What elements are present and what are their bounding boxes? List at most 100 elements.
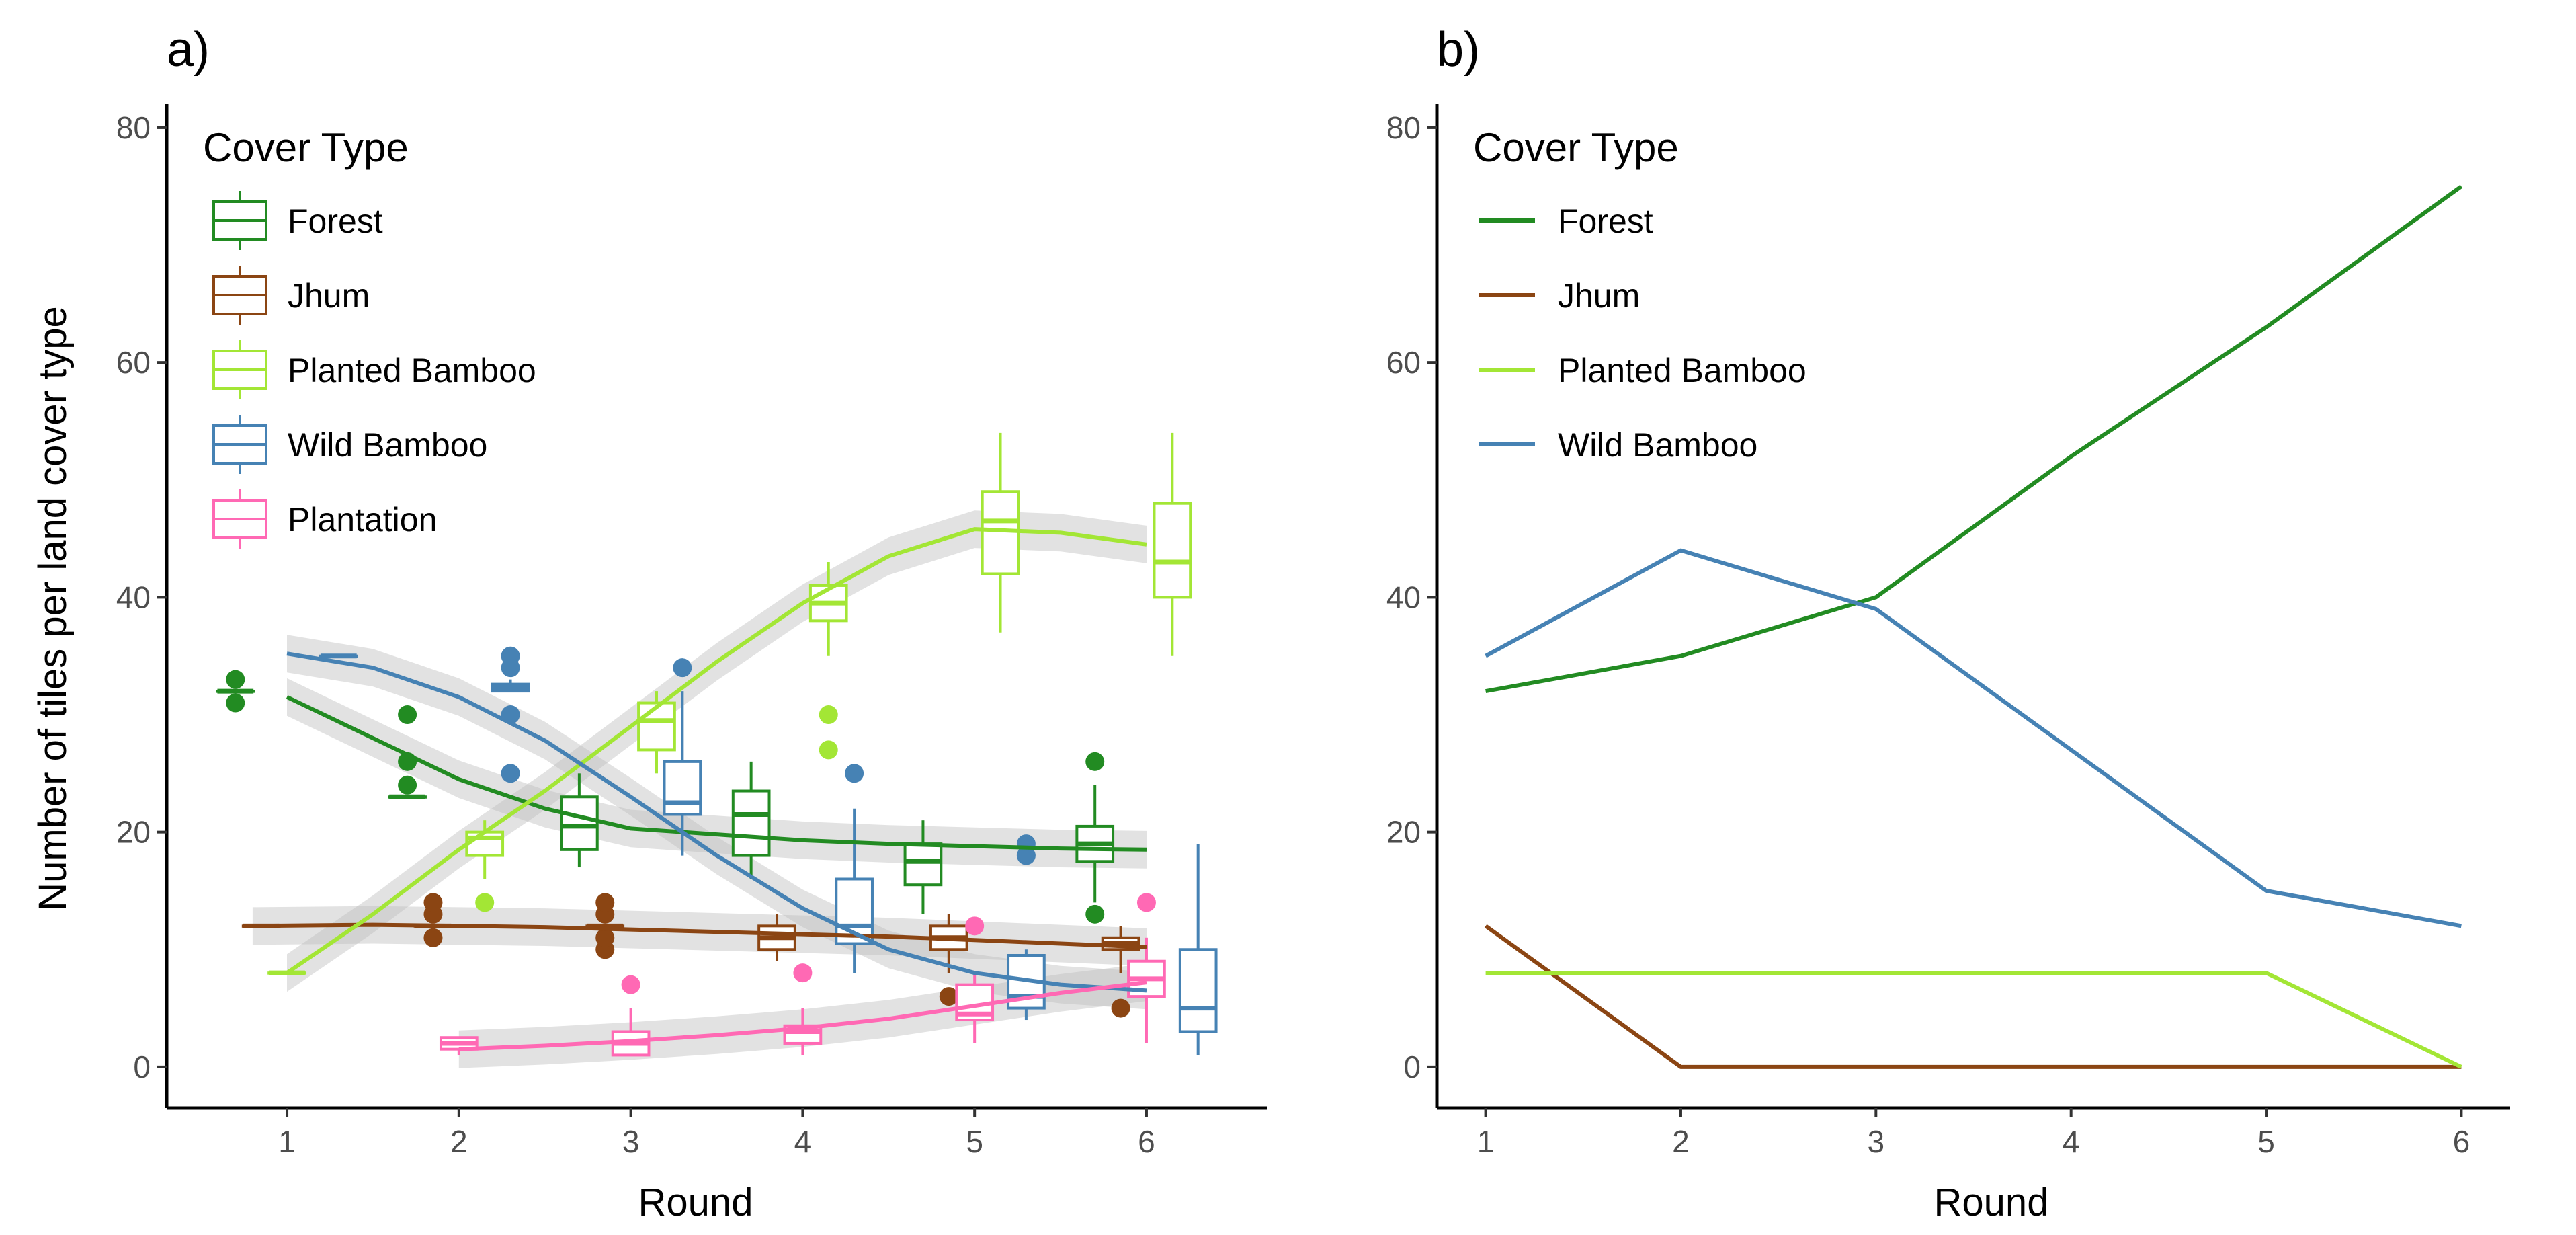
box-outlier-point [793, 963, 813, 983]
legend-label: Plantation [288, 501, 437, 539]
panel-a-y-tick-label-60: 60 [116, 345, 151, 380]
box-outlier-point [819, 740, 838, 760]
box-outlier-point [501, 646, 520, 666]
panel-a-legend-item-planted-bamboo: Planted Bamboo [212, 340, 536, 399]
box-outlier-point [1111, 998, 1130, 1018]
box-wild-bamboo-3 [663, 658, 702, 856]
panel-b-legend-item-planted-bamboo: Planted Bamboo [1479, 352, 1806, 389]
panel-a-x-tick-label-6: 6 [1138, 1124, 1155, 1159]
panel-a-legend-item-plantation: Plantation [212, 489, 437, 549]
panel-b-x-tick-label-2: 2 [1672, 1124, 1690, 1159]
series-line-forest [1485, 184, 2463, 694]
panel-b-x-axis-title: Round [1934, 1181, 2049, 1224]
box-outlier-point [673, 658, 692, 678]
box-forest-4 [731, 761, 771, 879]
panel-b-x-tick-label-1: 1 [1477, 1124, 1495, 1159]
panel-b-x-tick-label-4: 4 [2063, 1124, 2080, 1159]
box-planted-bamboo-4 [808, 562, 848, 760]
panel-a-tag: a) [167, 23, 210, 77]
series-line-wild-bamboo [1485, 548, 2462, 928]
panel-a-x-tick-label-5: 5 [966, 1124, 983, 1159]
legend-label: Wild Bamboo [1558, 426, 1757, 464]
box-body [637, 701, 676, 752]
box-jhum-3 [585, 893, 625, 959]
box-forest-1 [216, 670, 255, 713]
box-body [560, 795, 599, 851]
box-wild-bamboo-6 [1178, 844, 1218, 1055]
box-outlier-point [819, 705, 838, 725]
panel-a-x-tick-label-1: 1 [278, 1124, 296, 1159]
box-planted-bamboo-3 [637, 691, 676, 774]
panel-b-y-tick-label-60: 60 [1386, 345, 1421, 380]
legend-label: Jhum [288, 277, 370, 315]
panel-a-legend-title: Cover Type [203, 125, 409, 170]
box-forest-3 [560, 773, 599, 868]
panel-a-y-tick-label-80: 80 [116, 110, 151, 145]
box-body [1153, 502, 1192, 599]
box-forest-6 [1075, 752, 1115, 924]
panel-a-x-tick-label-2: 2 [450, 1124, 468, 1159]
panel-b-y-tick-label-20: 20 [1386, 815, 1421, 850]
panel-b-legend: Cover Type Forest Jhum Planted Bamboo Wild … [1473, 125, 1806, 464]
panel-a-x-tick-label-3: 3 [622, 1124, 640, 1159]
box-outlier-point [1085, 904, 1105, 924]
panel-b-y-tick-label-80: 80 [1386, 110, 1421, 145]
box-body [663, 760, 702, 816]
panel-b-legend-title: Cover Type [1473, 125, 1679, 170]
legend-label: Planted Bamboo [1558, 352, 1806, 389]
series-line-planted-bamboo [1485, 971, 2462, 1069]
panel-b-x-tick-label-5: 5 [2257, 1124, 2275, 1159]
box-wild-bamboo-1 [319, 653, 358, 659]
box-plantation-5 [1127, 893, 1166, 1043]
box-body [731, 789, 771, 857]
box-outlier-point [621, 975, 640, 994]
box-outlier-point [398, 775, 417, 795]
smooth-line-planted-bamboo [286, 527, 1147, 975]
panel-b-x-tick-label-6: 6 [2453, 1124, 2470, 1159]
box-outlier-point [423, 928, 443, 947]
box-outlier-point [1136, 893, 1156, 912]
panel-a-y-tick-label-0: 0 [133, 1049, 151, 1084]
box-outlier-point [939, 987, 958, 1006]
box-body [903, 842, 943, 887]
panel-a-y-axis-title: Number of tiles per land cover type [31, 306, 75, 910]
panel-a-legend: Cover Type Forest Jhum Planted Bamboo Wild … [203, 125, 536, 549]
box-outlier-point [226, 670, 245, 689]
panel-b-legend-item-forest: Forest [1479, 202, 1653, 240]
smooth-line-forest [286, 695, 1147, 852]
box-outlier-point [595, 893, 615, 912]
panel-a-y-tick-label-20: 20 [116, 815, 151, 850]
legend-label: Jhum [1558, 277, 1640, 315]
box-outlier-point [965, 916, 985, 936]
panel-a-legend-item-wild-bamboo: Wild Bamboo [212, 415, 487, 474]
panel-b-tag: b) [1437, 23, 1480, 77]
panel-a-chart: 0 20 40 60 80 1 2 3 4 5 6 [116, 104, 1267, 1159]
box-outlier-point [423, 893, 443, 912]
series-line-jhum [1484, 924, 2462, 1069]
panel-b-legend-item-wild-bamboo: Wild Bamboo [1479, 426, 1757, 464]
legend-label: Planted Bamboo [288, 352, 536, 389]
box-outlier-point [595, 928, 615, 947]
box-outlier-point [398, 705, 417, 725]
panel-b-chart: 0 20 40 60 80 1 2 3 4 5 6 [1386, 104, 2510, 1159]
smooth-line-jhum [252, 922, 1147, 949]
box-outlier-point [475, 893, 495, 912]
box-outlier-point [845, 764, 864, 783]
box-body [835, 877, 874, 945]
smooth-ribbon-jhum [252, 906, 1147, 966]
box-body [1178, 948, 1218, 1033]
smooth-ribbon-wild-bamboo [287, 635, 1147, 1010]
box-jhum-4 [757, 914, 796, 961]
panel-a-y-tick-label-40: 40 [116, 580, 151, 614]
panel-b-x-tick-label-3: 3 [1868, 1124, 1885, 1159]
panel-a-legend-item-jhum: Jhum [212, 266, 370, 325]
legend-label: Wild Bamboo [288, 426, 487, 464]
panel-a-x-tick-label-4: 4 [794, 1124, 812, 1159]
panel-a-x-axis-title: Round [638, 1181, 753, 1224]
panel-b-legend-item-jhum: Jhum [1479, 277, 1640, 315]
panel-a-legend-item-forest: Forest [212, 191, 383, 250]
legend-label: Forest [1558, 202, 1653, 240]
box-outlier-point [226, 693, 245, 713]
box-planted-bamboo-6 [1153, 432, 1192, 656]
